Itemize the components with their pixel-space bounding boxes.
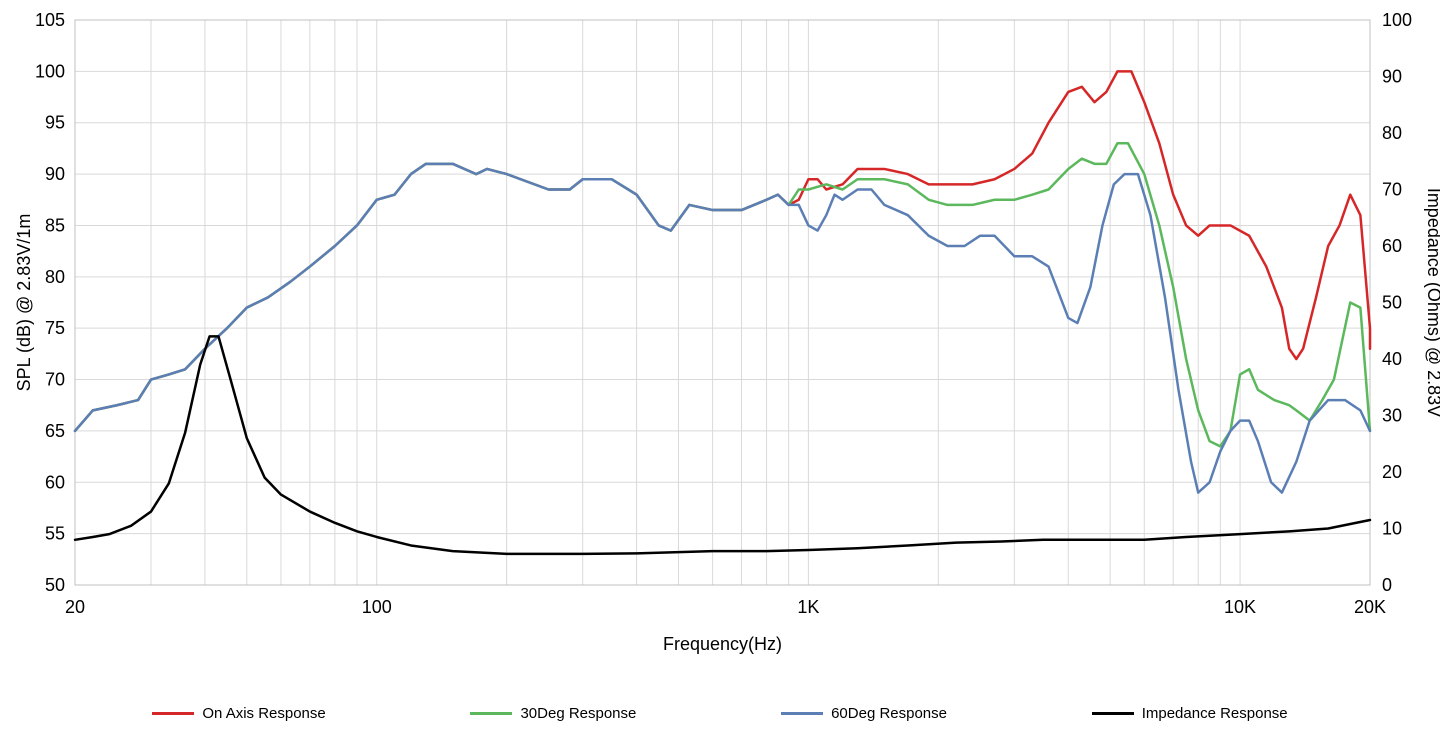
x-tick: 100: [362, 597, 392, 617]
legend-item-on-axis-response[interactable]: On Axis Response: [152, 705, 325, 722]
x-axis-label: Frequency(Hz): [663, 634, 782, 654]
y-right-tick: 40: [1382, 349, 1402, 369]
x-tick: 1K: [797, 597, 819, 617]
y-left-tick: 80: [45, 267, 65, 287]
x-tick: 10K: [1224, 597, 1256, 617]
legend-label: On Axis Response: [202, 705, 325, 722]
y-left-tick: 100: [35, 61, 65, 81]
y-right-tick: 100: [1382, 10, 1412, 30]
chart-legend: On Axis Response 30Deg Response 60Deg Resp…: [0, 705, 1440, 722]
legend-swatch: [470, 712, 512, 715]
legend-label: 60Deg Response: [831, 705, 947, 722]
legend-swatch: [1092, 712, 1134, 715]
legend-item-30deg-response[interactable]: 30Deg Response: [470, 705, 636, 722]
y-right-tick: 70: [1382, 180, 1402, 200]
y-left-tick: 105: [35, 10, 65, 30]
y-left-tick: 60: [45, 472, 65, 492]
x-tick: 20: [65, 597, 85, 617]
y-right-tick: 60: [1382, 236, 1402, 256]
y-left-tick: 90: [45, 164, 65, 184]
frequency-response-chart: 50 55 60 65 70 75 80 85 90 95 100 105 0 10 20 30 40 50 60 7…: [0, 0, 1440, 740]
y-left-tick: 65: [45, 421, 65, 441]
y-left-tick: 70: [45, 370, 65, 390]
y-right-tick: 20: [1382, 462, 1402, 482]
y-left-axis-label: SPL (dB) @ 2.83V/1m: [14, 214, 34, 392]
legend-label: 30Deg Response: [520, 705, 636, 722]
y-left-tick: 85: [45, 215, 65, 235]
x-tick: 20K: [1354, 597, 1386, 617]
y-right-tick: 80: [1382, 123, 1402, 143]
y-right-tick: 50: [1382, 293, 1402, 313]
y-right-tick: 0: [1382, 575, 1392, 595]
legend-label: Impedance Response: [1142, 705, 1288, 722]
y-left-tick: 95: [45, 113, 65, 133]
y-right-tick: 90: [1382, 67, 1402, 87]
y-left-tick: 55: [45, 524, 65, 544]
y-left-tick: 75: [45, 318, 65, 338]
y-right-tick: 10: [1382, 519, 1402, 539]
legend-swatch: [781, 712, 823, 715]
y-right-axis-label: Impedance (Ohms) @ 2.83V: [1424, 188, 1440, 417]
legend-item-impedance-response[interactable]: Impedance Response: [1092, 705, 1288, 722]
legend-item-60deg-response[interactable]: 60Deg Response: [781, 705, 947, 722]
y-left-tick: 50: [45, 575, 65, 595]
chart-svg: 50 55 60 65 70 75 80 85 90 95 100 105 0 10 20 30 40 50 60 7…: [0, 0, 1440, 740]
legend-swatch: [152, 712, 194, 715]
y-right-tick: 30: [1382, 406, 1402, 426]
